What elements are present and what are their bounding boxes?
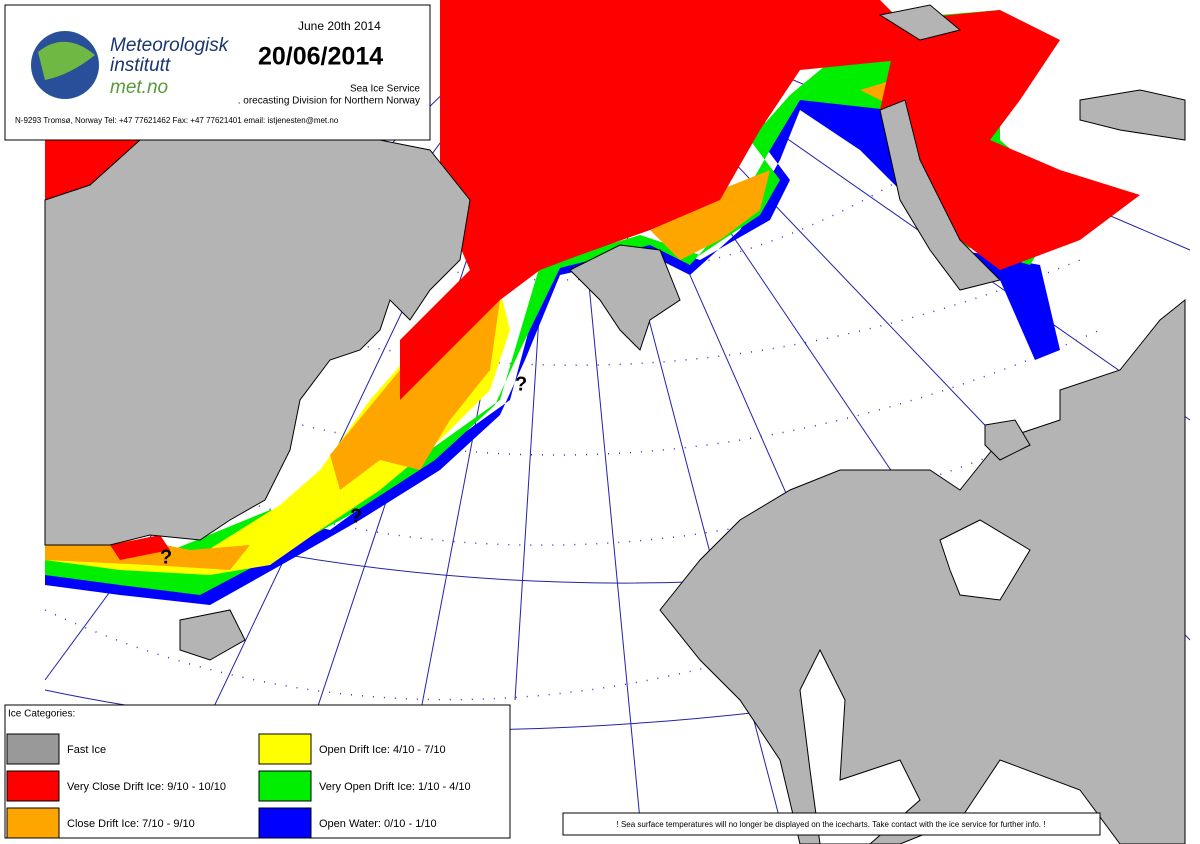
legend-swatch <box>6 807 60 839</box>
legend-label: Very Open Drift Ice: 1/10 - 4/10 <box>319 781 471 793</box>
org-name: institutt <box>110 55 171 76</box>
uncertain-mark: ? <box>515 373 527 395</box>
legend: Ice Categories: Fast Ice Very Close Drift… <box>4 704 511 839</box>
white-sea <box>939 519 1031 601</box>
jan-mayen-iceland <box>179 609 246 661</box>
legend-label: Close Drift Ice: 7/10 - 9/10 <box>67 818 195 830</box>
severnaya <box>878 4 1186 141</box>
note-box <box>562 812 1101 836</box>
uncertain-mark: ? <box>160 546 172 568</box>
org-web: met.no <box>110 77 168 98</box>
close-drift-ice <box>45 60 1000 570</box>
logo-swirl <box>38 41 95 80</box>
legend-label: Fast Ice <box>67 744 106 756</box>
franz-josef <box>984 419 1031 461</box>
legend-label: Very Close Drift Ice: 9/10 - 10/10 <box>67 781 226 793</box>
novaya-zemlya <box>879 99 1001 291</box>
date: 20/06/2014 <box>258 43 383 71</box>
legend-label: Open Water: 0/10 - 1/10 <box>319 818 437 830</box>
greenland <box>44 139 471 546</box>
legend-swatch <box>6 770 60 802</box>
map: ? ? ? <box>44 0 1191 844</box>
contact: N-9293 Tromsø, Norway Tel: +47 77621462 … <box>15 116 339 125</box>
note: ! Sea surface temperatures will no longe… <box>617 820 1046 829</box>
legend-title: Ice Categories: <box>8 709 75 720</box>
uncertain-mark: ? <box>350 505 362 527</box>
legend-label: Open Drift Ice: 4/10 - 7/10 <box>319 744 446 756</box>
org-name: Meteorologisk <box>110 35 230 56</box>
svalbard <box>569 244 681 351</box>
parallel <box>199 179 901 281</box>
legend-swatch <box>258 733 312 765</box>
legend-swatch <box>258 807 312 839</box>
very-close-drift-ice <box>45 0 1140 560</box>
legend-swatch <box>6 733 60 765</box>
service: Sea Ice Service <box>350 84 420 95</box>
header: Meteorologisk institutt met.no June 20th… <box>4 4 431 141</box>
parallel <box>44 399 1121 546</box>
baltic <box>799 648 921 844</box>
legend-swatch <box>258 770 312 802</box>
date-text: June 20th 2014 <box>298 19 381 33</box>
legend-box <box>4 704 511 839</box>
division: . orecasting Division for Northern Norwa… <box>238 96 420 107</box>
